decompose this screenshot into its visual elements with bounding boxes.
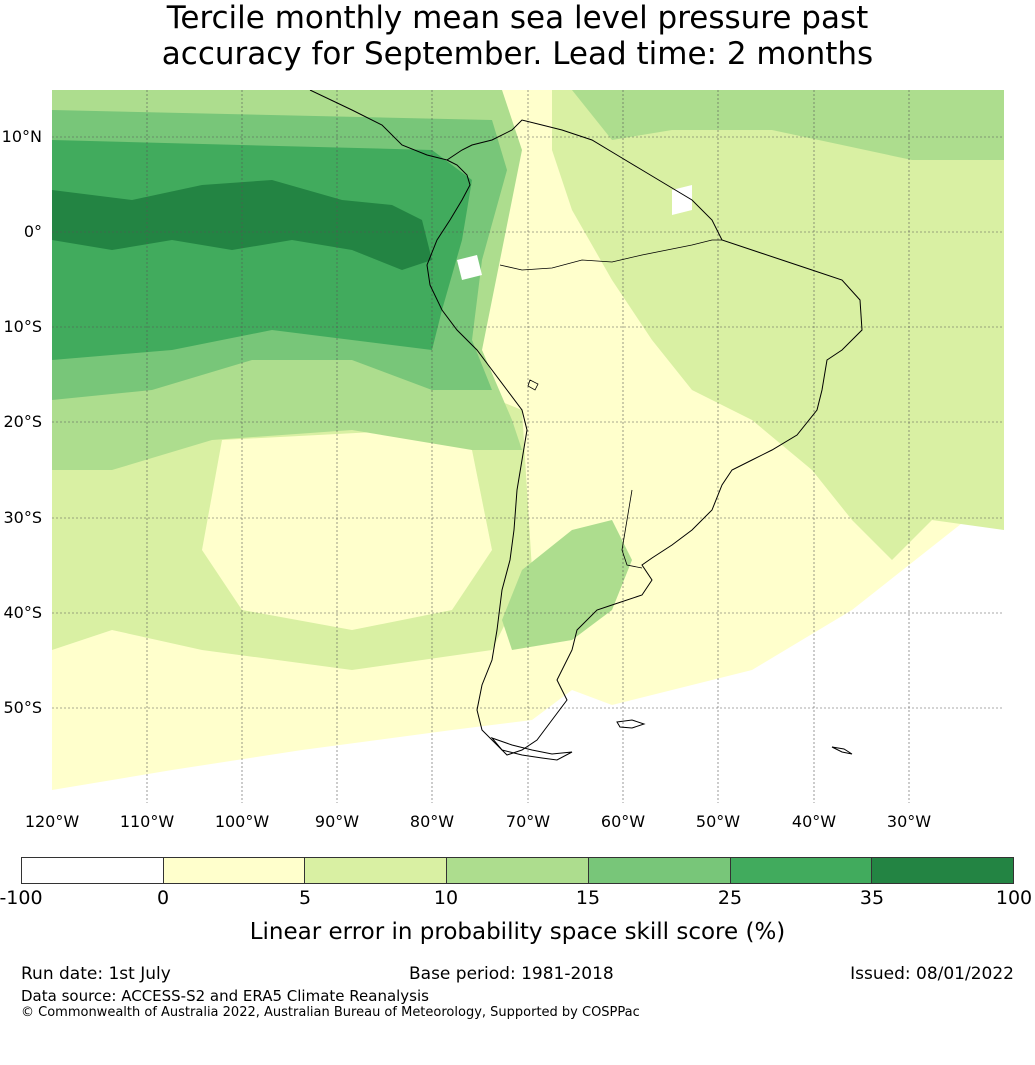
lat-label-40s: 40°S (3, 603, 42, 622)
lat-label-20s: 20°S (3, 412, 42, 431)
skill-region-10-15-north-atlantic (572, 90, 1004, 160)
skill-region-10-15-argentina (502, 520, 632, 650)
lat-label-30s: 30°S (3, 508, 42, 527)
map-gridlines (52, 90, 1004, 803)
map-title: Tercile monthly mean sea level pressure … (0, 0, 1035, 72)
skill-region-5-10-atlantic (552, 90, 1004, 560)
colorbar-segment-5-10 (305, 858, 448, 883)
tierra-del-fuego-coastline (490, 736, 573, 761)
south-georgia-coastline (831, 746, 853, 755)
lon-label-50w: 50°W (695, 812, 741, 831)
skill-region-negative-south (52, 490, 1004, 803)
lake-titicaca (527, 379, 539, 391)
colorbar-segment-0-5 (163, 858, 306, 883)
skill-region-0-5-pacific (202, 430, 492, 630)
colorbar-segment-15-25 (588, 858, 731, 883)
colorbar (21, 857, 1014, 884)
copyright: © Commonwealth of Australia 2022, Austra… (21, 1005, 640, 1020)
colorbar-label: Linear error in probability space skill … (249, 919, 786, 945)
colorbar-tick-100: 100 (995, 887, 1033, 909)
lon-label-80w: 80°W (409, 812, 455, 831)
colorbar-tick-5: 5 (298, 887, 312, 909)
lon-label-30w: 30°W (886, 812, 932, 831)
lon-label-70w: 70°W (505, 812, 551, 831)
base-period: Base period: 1981-2018 (409, 964, 614, 984)
lon-label-110w: 110°W (119, 812, 175, 831)
title-line-2: accuracy for September. Lead time: 2 mon… (161, 36, 874, 72)
lon-label-100w: 100°W (214, 812, 270, 831)
lon-label-40w: 40°W (791, 812, 837, 831)
colorbar-tick-10: 10 (433, 887, 459, 909)
falkland-islands-coastline (616, 719, 646, 729)
colorbar-segment-minus100-0 (22, 858, 164, 883)
colorbar-tick-15: 15 (575, 887, 601, 909)
colorbar-tick-35: 35 (859, 887, 885, 909)
amazon-river (499, 239, 722, 271)
colorbar-segment-10-15 (447, 858, 589, 883)
lat-label-10n: 10°N (1, 127, 42, 146)
title-line-1: Tercile monthly mean sea level pressure … (166, 0, 869, 36)
colorbar-segment-35-100 (872, 858, 1014, 883)
colorbar-segment-25-35 (730, 858, 873, 883)
issued-date: Issued: 08/01/2022 (850, 964, 1014, 984)
skill-region-negative-amazon (457, 185, 692, 280)
lat-label-50s: 50°S (3, 698, 42, 717)
parana-river (621, 489, 643, 569)
lon-label-60w: 60°W (600, 812, 646, 831)
colorbar-tick-25: 25 (717, 887, 743, 909)
lat-label-0: 0° (23, 222, 42, 241)
lon-label-120w: 120°W (24, 812, 80, 831)
south-america-coastline (309, 90, 863, 756)
skill-score-map (52, 90, 1004, 803)
colorbar-tick-0: 0 (156, 887, 170, 909)
colorbar-tick-minus100: -100 (0, 887, 43, 909)
lon-label-90w: 90°W (314, 812, 360, 831)
run-date: Run date: 1st July (21, 964, 171, 984)
lat-label-10s: 10°S (3, 317, 42, 336)
data-source: Data source: ACCESS-S2 and ERA5 Climate … (21, 987, 429, 1005)
